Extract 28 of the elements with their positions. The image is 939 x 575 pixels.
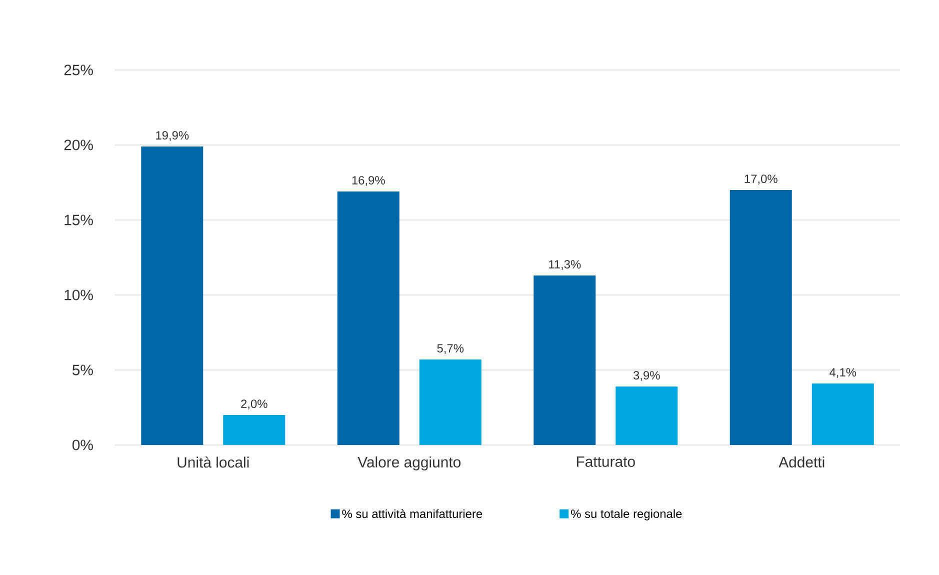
data-label: 4,1% bbox=[830, 368, 856, 378]
y-tick-label: 15% bbox=[64, 214, 93, 226]
legend-label: % su attività manifatturiere bbox=[342, 509, 482, 518]
bar bbox=[812, 383, 874, 445]
y-tick-label: 25% bbox=[64, 64, 93, 76]
bar bbox=[337, 191, 400, 445]
x-tick-label: Addetti bbox=[778, 456, 824, 468]
y-tick-label: 20% bbox=[64, 140, 93, 150]
data-label: 19,9% bbox=[156, 131, 189, 141]
data-label: 17,0% bbox=[744, 174, 778, 184]
y-tick-label: 0% bbox=[72, 440, 93, 450]
bar bbox=[616, 386, 678, 445]
legend-label: % su totale regionale bbox=[571, 509, 682, 520]
y-tick-label: 5% bbox=[72, 364, 93, 376]
data-label: 5,7% bbox=[437, 344, 464, 354]
data-label: 3,9% bbox=[633, 371, 660, 381]
x-tick-label: Unità locali bbox=[178, 456, 249, 468]
data-label: 11,3% bbox=[549, 260, 581, 270]
data-label: 2,0% bbox=[241, 400, 268, 410]
bar bbox=[419, 359, 482, 445]
x-tick-label: Fatturato bbox=[576, 456, 635, 467]
bar bbox=[141, 146, 204, 445]
x-tick-label: Valore aggiunto bbox=[358, 456, 461, 470]
bar bbox=[223, 414, 286, 445]
y-tick-label: 10% bbox=[64, 290, 93, 300]
bar bbox=[730, 190, 792, 445]
data-label: 16,9% bbox=[352, 176, 385, 186]
bar bbox=[534, 275, 596, 445]
